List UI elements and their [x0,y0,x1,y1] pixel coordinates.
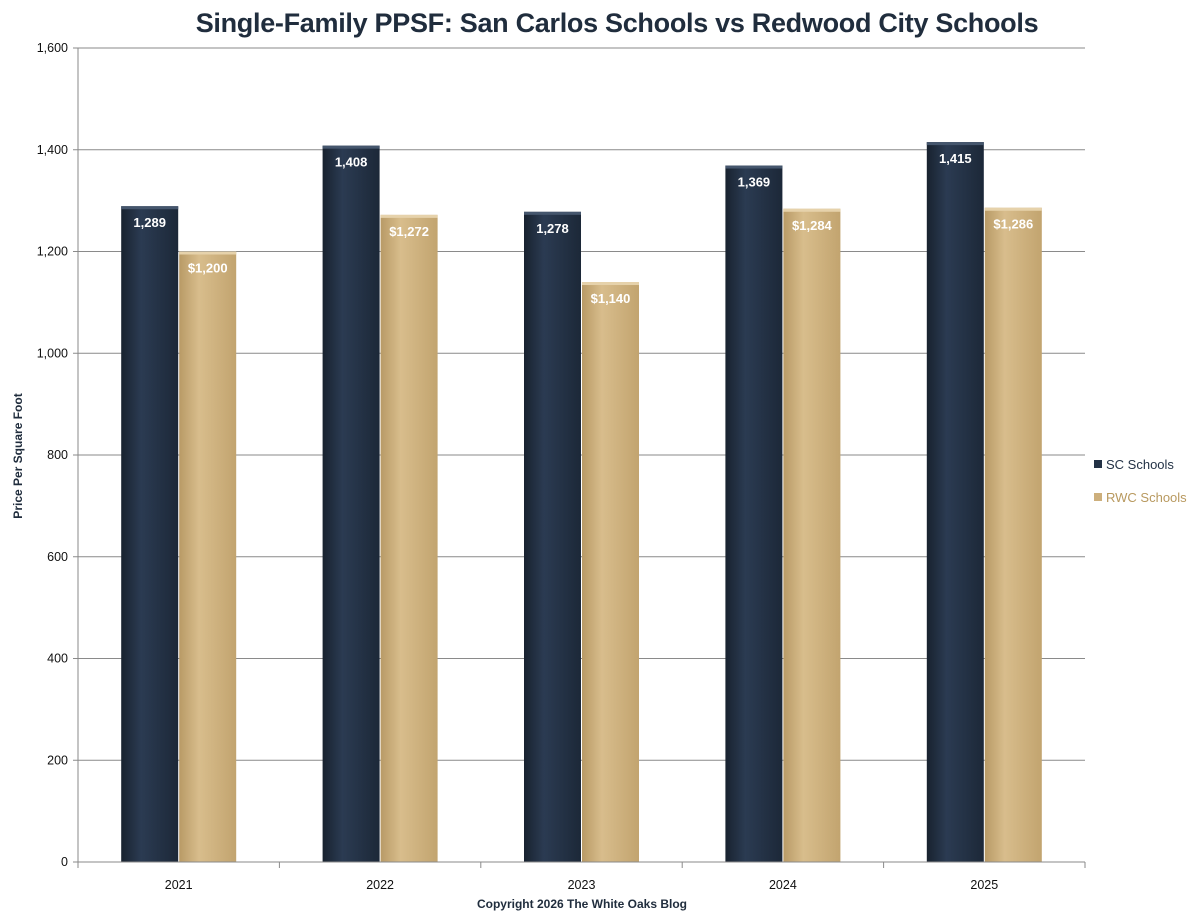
data-label: $1,200 [188,261,228,276]
bar-top-highlight [322,145,380,149]
bar-sc-2025 [926,142,984,862]
bar-rwc-2023 [582,282,639,862]
x-tick-label: 2021 [165,878,193,892]
bar-top-highlight [380,214,438,218]
bar-top-highlight [783,208,841,212]
y-tick-label: 400 [47,652,68,666]
bar-sc-2024 [725,165,783,863]
bar-rwc-2024 [783,208,841,862]
x-tick-label: 2024 [769,878,797,892]
y-tick-label: 600 [47,550,68,564]
bar-rwc-2021 [179,251,237,862]
data-label: 1,278 [536,221,569,236]
legend-item-sc: SC Schools [1094,455,1187,473]
bar-top-highlight [179,251,237,255]
bar-top-highlight [984,207,1042,211]
data-label: 1,408 [335,155,368,170]
bar-rwc-2022 [380,214,438,862]
data-label: $1,272 [389,224,429,239]
data-label: 1,415 [939,151,972,166]
legend-item-rwc: RWC Schools [1094,488,1187,506]
y-tick-label: 1,000 [37,346,68,360]
y-tick-label: 800 [47,448,68,462]
x-tick-label: 2023 [568,878,596,892]
x-tick-label: 2025 [970,878,998,892]
data-label: $1,286 [993,217,1033,232]
bar-top-highlight [582,282,639,286]
y-tick-label: 0 [61,855,68,869]
bar-sc-2022 [322,145,380,862]
data-label: $1,284 [792,218,833,233]
bar-sc-2023 [524,211,581,862]
x-tick-label: 2022 [366,878,394,892]
bar-rwc-2025 [984,207,1042,862]
legend-swatch-rwc [1094,493,1102,501]
bar-top-highlight [725,165,783,169]
data-label: $1,140 [591,291,631,306]
x-axis-label: Copyright 2026 The White Oaks Blog [476,897,688,911]
y-tick-label: 200 [47,753,68,767]
legend-label-sc: SC Schools [1106,456,1174,472]
bar-sc-2021 [121,206,179,862]
y-tick-label: 1,200 [37,245,68,259]
data-label: 1,369 [738,175,771,190]
y-tick-label: 1,400 [37,143,68,157]
chart-title: Single-Family PPSF: San Carlos Schools v… [195,8,1039,38]
bar-top-highlight [926,142,984,146]
legend-label-rwc: RWC Schools [1106,489,1187,505]
legend: SC Schools RWC Schools [1094,455,1187,521]
bar-top-highlight [121,206,179,210]
bar-top-highlight [524,211,581,215]
y-tick-label: 1,600 [37,41,68,55]
legend-swatch-sc [1094,460,1102,468]
data-label: 1,289 [133,215,166,230]
